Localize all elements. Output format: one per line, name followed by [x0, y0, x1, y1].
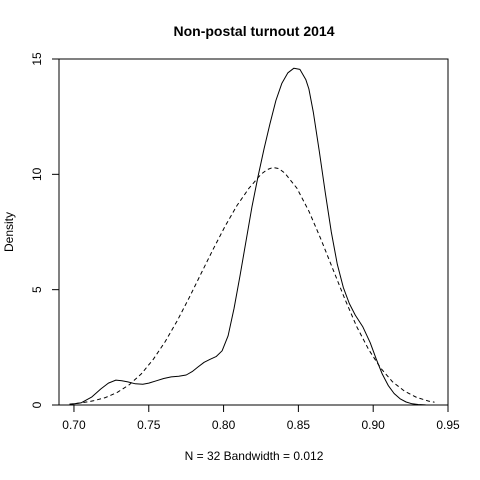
y-tick-label: 10 — [30, 167, 44, 181]
y-tick-label: 0 — [30, 401, 44, 408]
series-layer — [69, 67, 435, 406]
x-tick-label: 0.95 — [436, 418, 460, 432]
x-axis-label: N = 32 Bandwidth = 0.012 — [185, 449, 324, 463]
x-tick-label: 0.80 — [212, 418, 236, 432]
density-curve-dashed — [69, 166, 435, 405]
y-tick-label: 5 — [30, 286, 44, 293]
y-axis: 0 5 10 15 — [30, 52, 60, 408]
x-axis: 0.70 0.75 0.80 0.85 0.90 0.95 — [62, 404, 460, 432]
plot-frame — [58, 58, 449, 406]
y-tick-label: 15 — [30, 52, 44, 66]
x-tick-label: 0.70 — [62, 418, 86, 432]
x-tick-label: 0.90 — [362, 418, 386, 432]
density-curve-solid — [69, 67, 435, 406]
x-tick-label: 0.75 — [137, 418, 161, 432]
chart-title: Non-postal turnout 2014 — [173, 23, 334, 39]
y-axis-label: Density — [2, 212, 16, 252]
x-tick-label: 0.85 — [287, 418, 311, 432]
